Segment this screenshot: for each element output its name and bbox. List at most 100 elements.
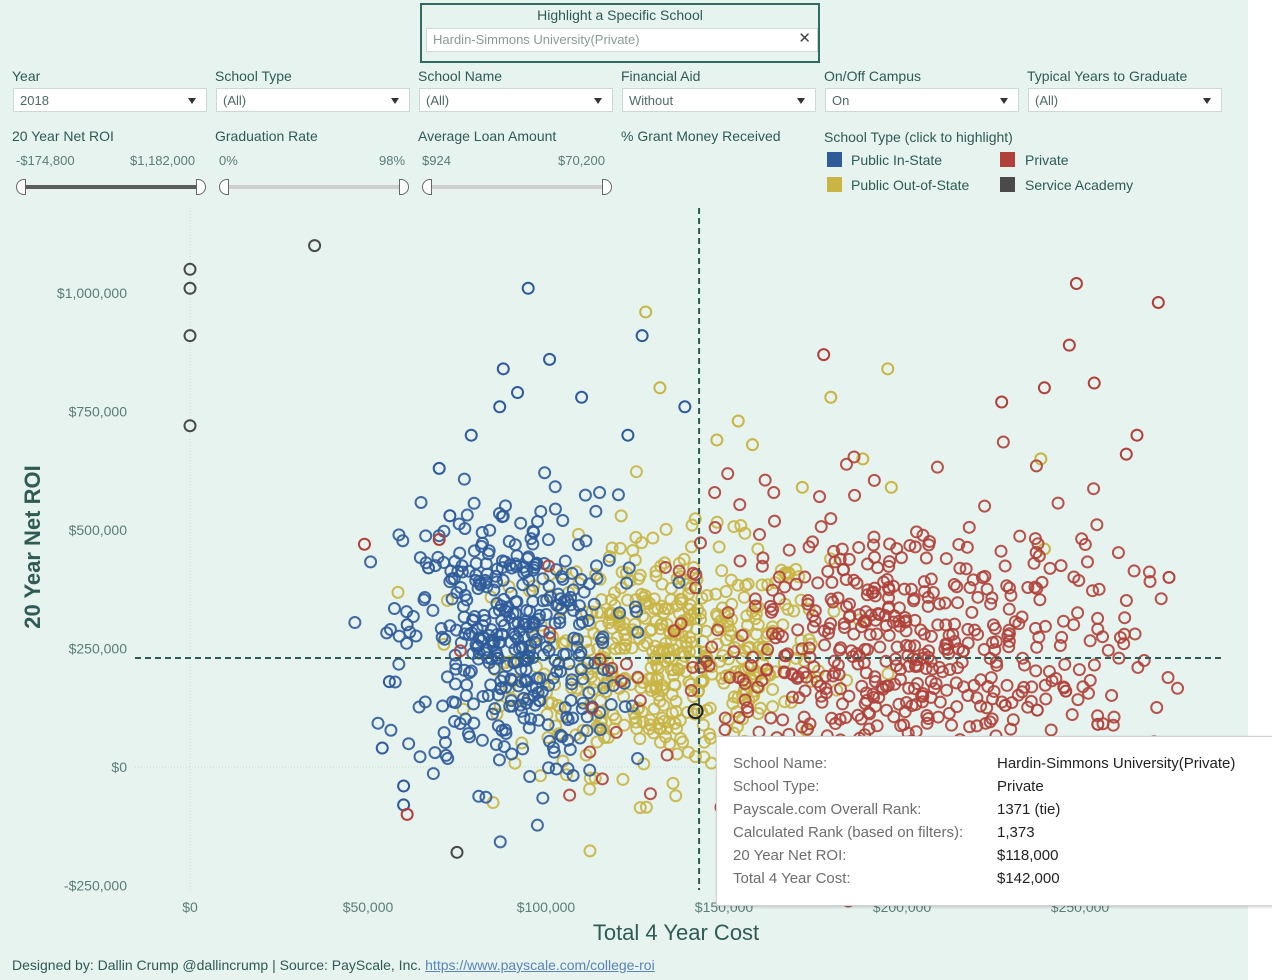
data-point [1069, 277, 1083, 291]
data-point [595, 772, 609, 786]
school-type-dropdown[interactable]: (All) [216, 88, 410, 112]
data-point [419, 529, 433, 543]
legend-item-public-in-state[interactable]: Public In-State [851, 152, 943, 168]
data-point [795, 480, 809, 494]
data-point [837, 617, 851, 631]
data-point [437, 637, 451, 651]
data-point [839, 457, 853, 471]
data-point [1002, 602, 1016, 616]
data-point [883, 537, 897, 551]
graduation-slider-max-handle[interactable] [399, 179, 409, 195]
data-point [818, 638, 832, 652]
data-point [400, 605, 414, 619]
data-point [986, 618, 1000, 632]
data-point [563, 788, 577, 802]
tooltip-key: Payscale.com Overall Rank: [733, 801, 922, 818]
data-point [860, 643, 874, 657]
legend-item-service-academy[interactable]: Service Academy [1025, 177, 1134, 193]
data-point [1002, 581, 1016, 595]
data-point [854, 712, 868, 726]
data-point [1143, 574, 1157, 588]
legend-swatch-public-out-of-state[interactable] [827, 177, 842, 192]
data-point [613, 541, 627, 555]
data-point [532, 713, 546, 727]
data-point [787, 604, 801, 618]
data-point [543, 352, 557, 366]
data-point [491, 719, 505, 733]
data-point [1137, 654, 1151, 668]
highlight-school-input[interactable]: Hardin-Simmons University(Private) ✕ [426, 28, 818, 52]
legend-item-public-out-of-state[interactable]: Public Out-of-State [851, 177, 970, 193]
legend-swatch-service-academy[interactable] [1000, 177, 1015, 192]
data-point [989, 635, 1003, 649]
data-point [1021, 580, 1035, 594]
data-point [609, 642, 623, 656]
data-point [475, 526, 489, 540]
data-point [931, 618, 945, 632]
data-point [666, 776, 680, 790]
data-point [622, 561, 636, 575]
data-point [387, 602, 401, 616]
data-point [469, 573, 483, 587]
data-point [836, 563, 850, 577]
data-point [472, 789, 486, 803]
data-point [1029, 664, 1043, 678]
data-point [995, 395, 1009, 409]
data-point [564, 693, 578, 707]
data-point [1065, 708, 1079, 722]
data-point [751, 680, 765, 694]
data-point [778, 580, 792, 594]
loan-slider-min-handle[interactable] [422, 179, 432, 195]
data-point [548, 677, 562, 691]
data-point [899, 638, 913, 652]
data-point [802, 641, 816, 655]
legend-item-private[interactable]: Private [1025, 152, 1069, 168]
data-point [740, 701, 754, 715]
loan-slider-max-handle[interactable] [602, 179, 612, 195]
data-point [639, 594, 653, 608]
data-point [922, 644, 936, 658]
data-point [1154, 592, 1168, 606]
data-point [766, 700, 780, 714]
data-point [593, 486, 607, 500]
data-point [653, 735, 667, 749]
data-point [932, 597, 946, 611]
data-point [617, 622, 631, 636]
data-point [761, 642, 775, 656]
financial-aid-dropdown[interactable]: Without [622, 88, 816, 112]
graduation-slider-track[interactable] [223, 185, 407, 189]
roi-slider-min-handle[interactable] [16, 179, 26, 195]
data-point [898, 611, 912, 625]
data-point [605, 613, 619, 627]
data-point [449, 662, 463, 676]
legend-swatch-private[interactable] [1000, 152, 1015, 167]
data-point [517, 711, 531, 725]
footer-source-link[interactable]: https://www.payscale.com/college-roi [425, 957, 655, 973]
roi-slider-fill [20, 185, 204, 189]
data-point [669, 789, 683, 803]
filter-label-school-type: School Type [215, 68, 292, 84]
data-point [382, 675, 396, 689]
data-point [491, 688, 505, 702]
data-point [768, 514, 782, 528]
close-icon[interactable]: ✕ [798, 30, 811, 47]
data-point [490, 651, 504, 665]
graduation-slider-min-handle[interactable] [219, 179, 229, 195]
data-point [1044, 723, 1058, 737]
highlight-input-text: Hardin-Simmons University(Private) [433, 32, 640, 47]
data-point [643, 787, 657, 801]
legend-swatch-public-in-state[interactable] [827, 152, 842, 167]
loan-slider-track[interactable] [426, 185, 610, 189]
chevron-down-icon [391, 98, 399, 104]
data-point [629, 530, 643, 544]
x-tick-label: $0 [182, 899, 198, 915]
school-name-dropdown[interactable]: (All) [419, 88, 613, 112]
data-point [753, 528, 767, 542]
year-dropdown[interactable]: 2018 [13, 88, 207, 112]
years-to-graduate-dropdown[interactable]: (All) [1028, 88, 1222, 112]
data-point [967, 678, 981, 692]
roi-slider-max-handle[interactable] [196, 179, 206, 195]
data-point [716, 649, 730, 663]
campus-dropdown[interactable]: On [825, 88, 1019, 112]
data-point [436, 699, 450, 713]
